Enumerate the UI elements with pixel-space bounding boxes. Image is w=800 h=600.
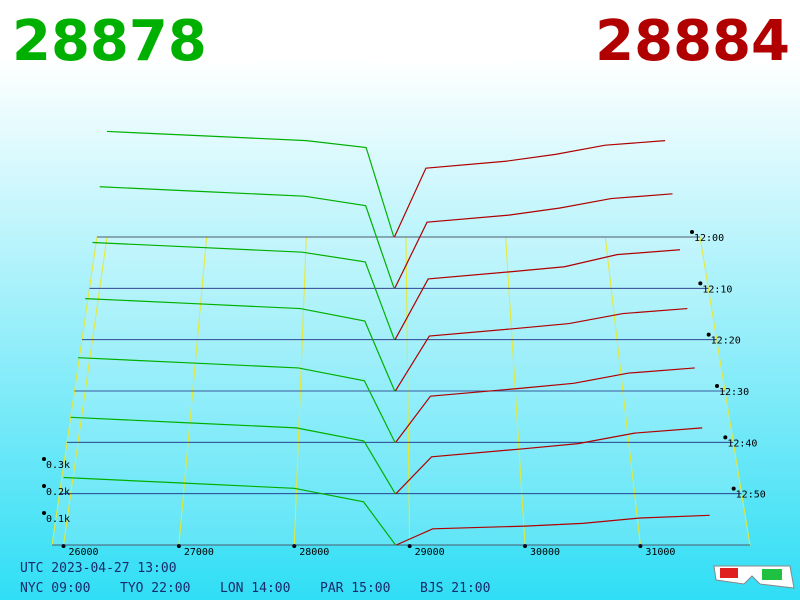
bid-depth-line	[85, 297, 396, 392]
time-label: 12:20	[711, 336, 741, 347]
x-tick-label: 29000	[415, 547, 445, 558]
bid-depth-line	[63, 476, 397, 546]
x-tick-label: 31000	[645, 547, 675, 558]
y-tick-label: 0.1k	[46, 514, 70, 525]
ask-price: 28884	[595, 9, 790, 74]
x-tick-label: 30000	[530, 547, 560, 558]
bid-depth-line	[70, 416, 396, 494]
zone-time: TYO 22:00	[120, 581, 190, 596]
time-label: 12:30	[719, 387, 749, 398]
x-tick-label: 28000	[299, 547, 329, 558]
bid-depth-line	[92, 241, 395, 340]
ask-depth-line	[395, 427, 703, 495]
ask-depth-line	[393, 140, 666, 238]
time-tick	[706, 332, 711, 337]
time-tick	[731, 486, 736, 491]
time-label: 12:40	[727, 438, 757, 449]
glasses-icon	[713, 565, 795, 589]
y-tick-label: 0.2k	[46, 487, 70, 498]
time-tick	[723, 435, 728, 440]
time-tick	[690, 230, 694, 234]
zone-time: BJS 21:00	[420, 581, 490, 596]
bid-price: 28878	[12, 9, 207, 74]
ask-depth-line	[394, 193, 673, 289]
bid-depth-line	[99, 186, 395, 289]
ask-depth-line	[396, 514, 710, 546]
time-label: 12:50	[736, 490, 766, 501]
time-label: 12:10	[702, 284, 732, 295]
zone-time: PAR 15:00	[320, 581, 390, 596]
ask-depth-line	[394, 307, 688, 392]
y-tick-label: 0.3k	[46, 460, 70, 471]
plot: 26000 27000 28000 29000 30000 31000 0.1k 0.2k 0.…	[42, 130, 766, 558]
x-tick-label: 27000	[184, 547, 214, 558]
ask-depth-line	[395, 367, 695, 443]
x-tick-label: 26000	[68, 547, 98, 558]
y-tick	[42, 511, 46, 515]
y-tick	[42, 484, 46, 488]
zone-time: LON 14:00	[220, 581, 290, 596]
bid-depth-line	[77, 357, 396, 443]
time-tick	[698, 281, 703, 286]
time-tick	[715, 384, 719, 388]
y-tick	[42, 457, 46, 461]
time-label: 12:00	[694, 233, 724, 244]
ask-depth-line	[394, 249, 680, 340]
zone-time: NYC 09:00	[20, 581, 90, 596]
utc-time: UTC 2023-04-27 13:00	[20, 561, 177, 576]
bid-depth-line	[106, 130, 395, 238]
